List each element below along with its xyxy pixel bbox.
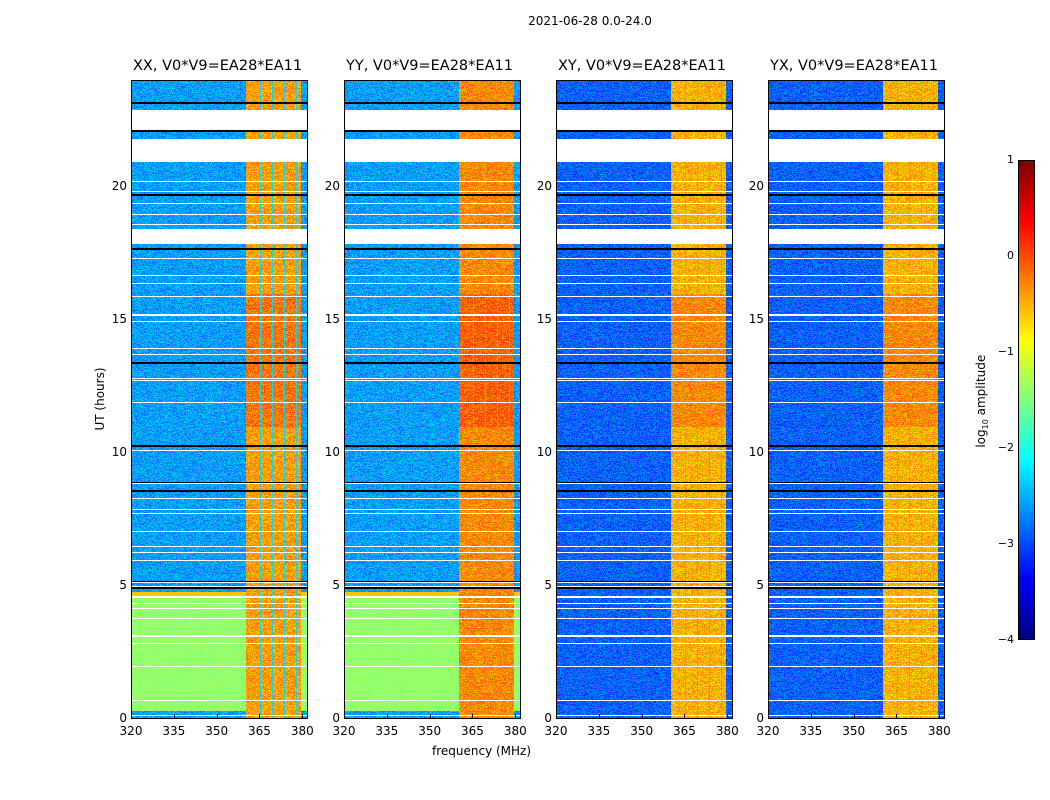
x-tick-mark [344,714,345,718]
x-tick-mark [472,714,474,718]
colorbar-label: log10 amplitude [974,351,990,451]
x-tick-mark [131,714,132,718]
colorbar-tick-label: 0 [1007,249,1014,262]
y-tick-label: 10 [536,444,552,459]
panel-title-xx: XX, V0*V9=EA28*EA11 [133,58,303,74]
x-tick-mark [896,714,898,718]
figure-suptitle: 2021-06-28 0.0-24.0 [528,14,652,28]
x-tick-label: 380 [290,724,314,738]
y-tick-label: 5 [332,577,340,592]
waterfall-panel-yx [768,80,945,719]
y-tick-label: 15 [111,311,127,326]
panel-title-xy: XY, V0*V9=EA28*EA11 [558,58,727,74]
x-tick-mark [853,714,855,718]
x-tick-label: 365 [461,724,484,738]
x-tick-label: 350 [205,724,229,738]
waterfall-image-xx [132,81,307,718]
x-tick-mark [939,714,941,718]
waterfall-image-xy [557,81,732,718]
x-tick-label: 350 [842,724,866,738]
y-tick-label: 15 [748,311,764,326]
waterfall-image-yx [769,81,944,718]
waterfall-panel-xy [556,80,733,719]
x-tick-mark [810,714,812,718]
x-tick-label: 380 [503,724,527,738]
y-tick-label: 10 [324,444,340,459]
x-tick-mark [684,714,686,718]
x-tick-mark [386,714,388,718]
y-tick-label: 20 [324,178,340,193]
y-tick-label: 20 [111,178,127,193]
y-tick-label: 10 [748,444,764,459]
x-axis-label: frequency (MHz) [432,744,532,758]
colorbar-gradient [1019,161,1034,639]
waterfall-image-yy [345,81,520,718]
x-tick-label: 335 [587,724,611,738]
x-tick-label: 320 [544,724,568,738]
colorbar-tick-label: −1 [997,345,1014,358]
x-tick-label: 335 [162,724,186,738]
x-tick-label: 320 [119,724,143,738]
colorbar-label-log: log [973,429,988,448]
x-tick-label: 365 [885,724,908,738]
colorbar-tick-label: −2 [997,441,1014,454]
y-tick-label: 20 [748,178,764,193]
colorbar [1018,160,1035,640]
x-tick-label: 320 [756,724,780,738]
x-tick-mark [727,714,729,718]
y-axis-label: UT (hours) [93,367,107,431]
x-tick-label: 350 [630,724,654,738]
y-tick-label: 0 [544,711,552,725]
y-tick-label: 0 [119,711,127,725]
waterfall-panel-yy [344,80,521,719]
x-tick-mark [556,714,557,718]
x-tick-mark [598,714,600,718]
x-tick-mark [515,714,517,718]
x-tick-label: 380 [927,724,951,738]
colorbar-tick-label: 1 [1007,153,1014,166]
y-tick-label: 0 [332,711,340,725]
waterfall-panel-xx [131,80,308,719]
y-tick-label: 15 [536,311,552,326]
panel-title-yx: YX, V0*V9=EA28*EA11 [770,58,939,74]
y-tick-label: 15 [324,311,340,326]
x-tick-mark [259,714,261,718]
x-tick-label: 365 [248,724,271,738]
x-tick-mark [641,714,643,718]
colorbar-tick-label: −3 [997,537,1014,550]
y-tick-label: 5 [119,577,127,592]
x-tick-mark [216,714,218,718]
y-tick-label: 5 [756,577,764,592]
y-tick-label: 5 [544,577,552,592]
x-tick-mark [768,714,769,718]
x-tick-label: 335 [375,724,399,738]
colorbar-tick-label: −4 [997,633,1014,646]
x-tick-label: 335 [799,724,823,738]
y-tick-label: 20 [536,178,552,193]
y-tick-label: 0 [756,711,764,725]
x-tick-mark [173,714,175,718]
panel-title-yy: YY, V0*V9=EA28*EA11 [346,58,513,74]
colorbar-label-rest: amplitude [973,354,988,420]
x-tick-label: 320 [332,724,356,738]
x-tick-label: 380 [715,724,739,738]
x-tick-mark [429,714,431,718]
x-tick-mark [302,714,304,718]
y-tick-label: 10 [111,444,127,459]
x-tick-label: 365 [673,724,696,738]
x-tick-label: 350 [418,724,442,738]
colorbar-label-sub: 10 [981,419,991,430]
